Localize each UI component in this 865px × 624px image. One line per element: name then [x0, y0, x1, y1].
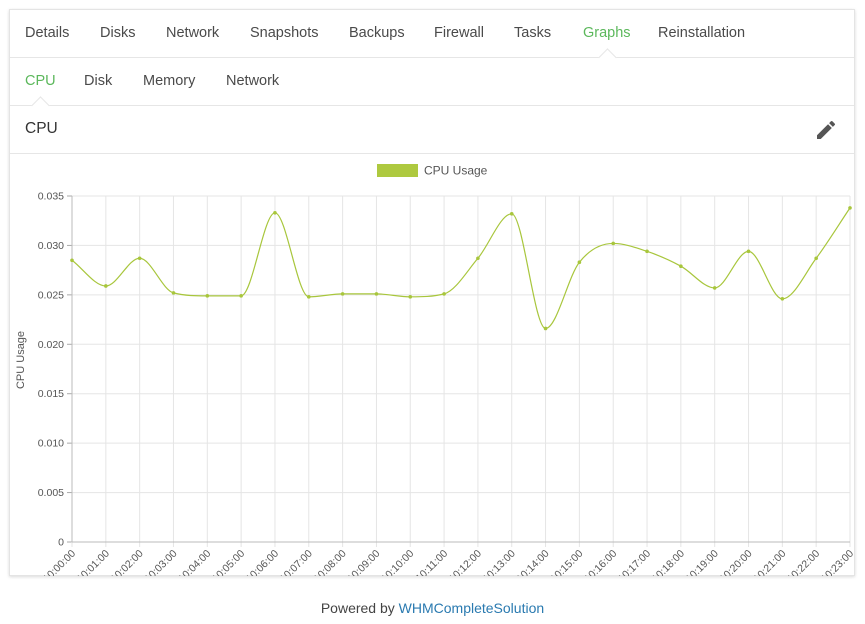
data-point: [374, 292, 379, 296]
tab-firewall[interactable]: Firewall: [434, 25, 484, 41]
x-tick-label: 10:18:00: [650, 548, 687, 576]
y-axis-label: CPU Usage: [15, 331, 27, 389]
x-tick-label: 10:14:00: [514, 548, 551, 576]
x-tick-label: 10:08:00: [311, 548, 348, 576]
server-details-card: Details Disks Network Snapshots Backups …: [9, 9, 856, 586]
subtab-memory[interactable]: Memory: [143, 73, 196, 89]
data-point: [408, 295, 413, 299]
x-tick-label: 10:10:00: [379, 548, 416, 576]
x-tick-label: 10:05:00: [210, 548, 247, 576]
y-tick-label: 0: [58, 537, 64, 549]
x-tick-label: 10:21:00: [751, 548, 788, 576]
subtab-disk[interactable]: Disk: [84, 73, 113, 89]
panel-title: CPU: [25, 120, 58, 137]
data-point: [104, 284, 108, 288]
graph-subtabs: CPU Disk Memory Network: [10, 58, 854, 106]
data-point: [171, 291, 176, 295]
x-tick-label: 10:00:00: [41, 548, 78, 576]
subtab-network[interactable]: Network: [226, 73, 280, 89]
x-tick-label: 10:03:00: [142, 548, 179, 576]
footer: Powered by WHMCompleteSolution: [0, 600, 865, 616]
tab-graphs[interactable]: Graphs: [583, 10, 631, 57]
x-tick-label: 10:04:00: [176, 548, 213, 576]
data-point: [780, 297, 785, 301]
tab-tasks[interactable]: Tasks: [514, 25, 552, 41]
footer-link[interactable]: WHMCompleteSolution: [398, 600, 545, 616]
data-point: [645, 249, 649, 254]
y-tick-label: 0.005: [38, 487, 64, 499]
tab-details[interactable]: Details: [25, 25, 70, 41]
x-tick-label: 10:09:00: [345, 548, 382, 576]
x-tick-label: 10:22:00: [785, 548, 822, 576]
tab-backups[interactable]: Backups: [349, 25, 405, 41]
y-tick-label: 0.025: [38, 289, 64, 301]
x-tick-label: 10:12:00: [447, 548, 484, 576]
y-tick-label: 0.030: [38, 240, 64, 252]
cpu-usage-chart: 0 0.005 0.010 0.015 0.020 0.025 0.030 0.035 10:…: [15, 164, 856, 586]
x-tick-label: 10:17:00: [616, 548, 653, 576]
data-point: [848, 206, 852, 210]
tab-reinstallation[interactable]: Reinstallation: [658, 25, 746, 41]
data-point: [611, 241, 616, 246]
x-tick-label: 10:13:00: [480, 548, 517, 576]
footer-prefix: Powered by: [320, 600, 399, 616]
x-tick-label: 10:16:00: [582, 548, 619, 576]
x-tick-label: 10:23:00: [819, 548, 856, 576]
y-tick-label: 0.035: [38, 191, 64, 203]
data-point: [70, 258, 74, 263]
data-point: [137, 256, 142, 261]
subtab-cpu[interactable]: CPU: [25, 58, 56, 105]
data-point: [239, 294, 243, 298]
tab-disks[interactable]: Disks: [100, 25, 136, 41]
data-point: [814, 256, 818, 261]
y-tick-label: 0.015: [38, 388, 64, 400]
data-point: [442, 292, 446, 296]
x-tick-label: 10:06:00: [244, 548, 281, 576]
x-tick-label: 10:20:00: [717, 548, 754, 576]
x-tick-label: 10:11:00: [413, 548, 450, 576]
data-point: [205, 294, 210, 298]
data-point: [509, 211, 514, 216]
legend-label: CPU Usage: [424, 164, 488, 178]
x-tick-label: 10:07:00: [278, 548, 315, 576]
series-line-cpu-usage: [71, 207, 851, 330]
cpu-chart: 0 0.005 0.010 0.015 0.020 0.025 0.030 0.035 10:…: [10, 155, 856, 586]
data-point: [577, 260, 582, 265]
x-tick-label: 10:15:00: [548, 548, 585, 576]
x-tick-label: 10:19:00: [683, 548, 720, 576]
data-point: [746, 249, 751, 254]
legend-swatch: [377, 164, 418, 177]
x-tick-label: 10:01:00: [75, 548, 112, 576]
tab-snapshots[interactable]: Snapshots: [250, 25, 319, 41]
data-point: [306, 295, 311, 299]
main-tabs: Details Disks Network Snapshots Backups …: [10, 10, 854, 58]
tab-network[interactable]: Network: [166, 25, 220, 41]
data-point: [273, 211, 277, 215]
data-point: [476, 256, 480, 261]
panel-header: CPU: [10, 106, 854, 154]
data-point: [712, 286, 717, 290]
data-point: [340, 292, 345, 296]
x-tick-label: 10:02:00: [108, 548, 145, 576]
edit-button[interactable]: [814, 118, 838, 142]
data-point: [679, 264, 683, 268]
y-tick-label: 0.020: [38, 339, 64, 351]
pencil-icon: [817, 120, 836, 139]
y-tick-label: 0.010: [38, 438, 64, 450]
data-point: [543, 326, 548, 331]
